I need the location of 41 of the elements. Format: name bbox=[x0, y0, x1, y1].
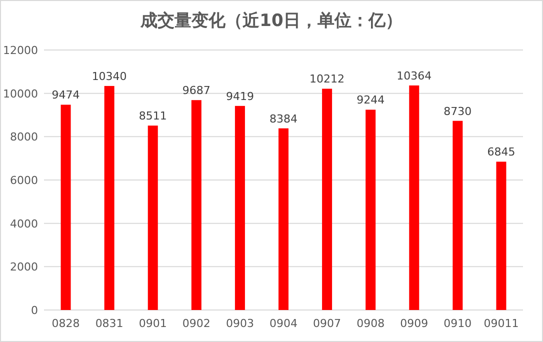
data-label: 6845 bbox=[487, 146, 516, 159]
data-label: 9687 bbox=[182, 84, 210, 98]
bar bbox=[278, 128, 288, 310]
bar bbox=[148, 126, 158, 310]
data-label: 10212 bbox=[310, 72, 345, 86]
x-tick-label: 0831 bbox=[95, 317, 124, 330]
data-label: 8511 bbox=[138, 110, 167, 123]
x-tick-label: 0909 bbox=[400, 317, 428, 330]
x-tick-label: 0910 bbox=[444, 317, 472, 330]
bar bbox=[191, 100, 202, 310]
y-tick-label: 6000 bbox=[10, 174, 38, 187]
y-tick-label: 8000 bbox=[10, 130, 38, 144]
y-tick-label: 0 bbox=[31, 304, 38, 317]
bar bbox=[104, 86, 114, 310]
x-tick-label: 09011 bbox=[484, 317, 519, 330]
bar bbox=[366, 110, 376, 310]
bar bbox=[234, 106, 245, 310]
y-tick-label: 4000 bbox=[10, 217, 38, 230]
x-tick-label: 0828 bbox=[52, 317, 80, 330]
chart-title: 成交量变化（近10日，单位：亿） bbox=[140, 11, 402, 31]
bar bbox=[60, 104, 71, 310]
x-tick-label: 0902 bbox=[182, 317, 210, 330]
bar bbox=[322, 88, 332, 310]
x-tick-label: 0908 bbox=[356, 317, 385, 330]
bar bbox=[409, 85, 420, 310]
x-tick-label: 0903 bbox=[226, 317, 254, 330]
data-label: 10340 bbox=[92, 70, 127, 83]
y-tick-label: 12000 bbox=[3, 44, 38, 57]
data-label: 8730 bbox=[444, 104, 472, 118]
x-tick-label: 0904 bbox=[270, 317, 298, 330]
y-tick-label: 2000 bbox=[10, 260, 38, 274]
x-tick-label: 0901 bbox=[138, 317, 167, 330]
data-label: 9419 bbox=[226, 90, 254, 103]
data-label: 10364 bbox=[396, 69, 432, 82]
bar bbox=[496, 162, 506, 310]
y-tick-label: 10000 bbox=[3, 87, 38, 100]
data-label: 9474 bbox=[52, 88, 80, 102]
x-tick-label: 0907 bbox=[313, 317, 342, 330]
data-label: 8384 bbox=[270, 112, 298, 126]
bar bbox=[452, 120, 463, 310]
data-label: 9244 bbox=[356, 94, 385, 107]
